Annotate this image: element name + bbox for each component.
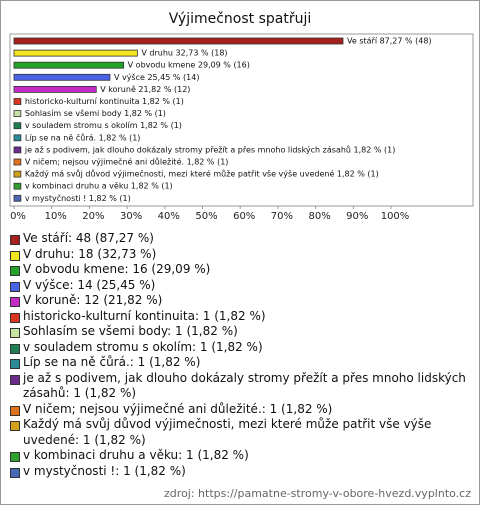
legend-label: v mystyčnosti !: 1 (1,82 %) — [23, 463, 186, 478]
data-label: Líp se na ně čůrá. 1,82 % (1) — [25, 132, 141, 142]
legend-swatch — [10, 250, 20, 261]
data-label: V obvodu kmene 29,09 % (16) — [128, 61, 250, 70]
legend-swatch — [10, 281, 20, 292]
legend-swatch — [10, 312, 20, 323]
legend-item: V ničem; nejsou výjimečné ani důležité.:… — [9, 402, 471, 418]
legend-item: Sohlasím se všemi body: 1 (1,82 %) — [9, 324, 471, 340]
x-tick-label: 70% — [271, 211, 293, 222]
bar — [13, 86, 97, 93]
legend-swatch — [10, 266, 20, 276]
legend-label: Líp se na ně čůrá.: 1 (1,82 %) — [23, 355, 201, 369]
data-label: V koruně 21,82 % (12) — [100, 85, 190, 94]
bar — [13, 146, 22, 154]
data-label: v souladem stromu s okolím 1,82 % (1) — [25, 121, 182, 130]
x-tick-label: 60% — [233, 211, 255, 222]
legend-item: historicko-kulturní kontinuita: 1 (1,82 … — [9, 309, 471, 325]
x-tick-label: 100% — [381, 211, 410, 222]
data-label: Každý má svůj důvod výjimečnosti, mezi k… — [25, 169, 379, 179]
legend-swatch — [10, 343, 20, 354]
data-label: V výšce 25,45 % (14) — [114, 72, 200, 82]
legend-item: Každý má svůj důvod výjimečnosti, mezi k… — [9, 417, 471, 448]
data-label: v mystyčnosti ! 1,82 % (1) — [25, 193, 131, 203]
data-label: Ve stáří 87,27 % (48) — [347, 37, 432, 46]
legend-label: V výšce: 14 (25,45 %) — [23, 277, 156, 292]
legend-label: V obvodu kmene: 16 (29,09 %) — [23, 262, 211, 276]
legend-item: v kombinaci druhu a věku: 1 (1,82 %) — [9, 448, 471, 464]
legend-item: v souladem stromu s okolím: 1 (1,82 %) — [9, 340, 471, 356]
x-tick-label: 50% — [195, 211, 217, 222]
bar — [13, 110, 22, 117]
bar — [13, 170, 22, 178]
legend-label: Každý má svůj důvod výjimečnosti, mezi k… — [23, 417, 432, 447]
legend-swatch — [10, 467, 20, 478]
bar — [13, 182, 22, 190]
legend-swatch — [10, 297, 20, 307]
legend-item: V druhu: 18 (32,73 %) — [9, 247, 471, 263]
legend: Ve stáří: 48 (87,27 %) V druhu: 18 (32,73… — [9, 231, 471, 479]
x-tick-label: 10% — [45, 211, 67, 222]
legend-label: Sohlasím se všemi body: 1 (1,82 %) — [23, 324, 238, 338]
bar — [13, 122, 22, 130]
bar — [13, 49, 138, 57]
legend-label: historicko-kulturní kontinuita: 1 (1,82 … — [23, 308, 266, 323]
legend-item: v mystyčnosti !: 1 (1,82 %) — [9, 464, 471, 480]
legend-item: V koruně: 12 (21,82 %) — [9, 293, 471, 309]
bar — [13, 73, 111, 81]
bar — [13, 37, 344, 45]
bar — [13, 61, 125, 69]
x-tick-label: 80% — [308, 211, 330, 222]
legend-swatch — [10, 452, 20, 462]
legend-swatch — [10, 359, 20, 369]
legend-label: Ve stáří: 48 (87,27 %) — [23, 231, 154, 245]
bar — [13, 134, 22, 142]
data-label: Sohlasím se všemi body 1,82 % (1) — [25, 108, 166, 118]
legend-item: V obvodu kmene: 16 (29,09 %) — [9, 262, 471, 278]
legend-swatch — [10, 421, 20, 431]
chart-title: Výjimečnost spatřuji — [169, 11, 312, 27]
legend-label: je až s podivem, jak dlouho dokázaly str… — [23, 370, 466, 401]
bar — [13, 158, 22, 166]
x-tick-label: 90% — [346, 211, 368, 222]
data-label: v kombinaci druhu a věku 1,82 % (1) — [25, 182, 173, 191]
data-label: V druhu 32,73 % (18) — [141, 49, 227, 58]
x-tick-label: 0% — [10, 211, 26, 222]
legend-swatch — [10, 374, 20, 385]
legend-label: V koruně: 12 (21,82 %) — [23, 293, 163, 307]
data-label: je až s podivem, jak dlouho dokázaly str… — [24, 144, 396, 154]
legend-label: V ničem; nejsou výjimečné ani důležité.:… — [23, 401, 333, 416]
chart: Výjimečnost spatřuji 0% 10% 20% 30% 40% 50% 60… — [9, 11, 474, 222]
legend-item: Ve stáří: 48 (87,27 %) — [9, 231, 471, 247]
legend-label: V druhu: 18 (32,73 %) — [23, 246, 157, 261]
data-label: V ničem; nejsou výjimečné ani důležité. … — [25, 157, 229, 167]
x-tick-label: 30% — [120, 211, 142, 222]
legend-item: Líp se na ně čůrá.: 1 (1,82 %) — [9, 355, 471, 371]
legend-swatch — [10, 405, 20, 416]
legend-item: V výšce: 14 (25,45 %) — [9, 278, 471, 294]
legend-label: v souladem stromu s okolím: 1 (1,82 %) — [23, 339, 263, 354]
legend-item: je až s podivem, jak dlouho dokázaly str… — [9, 371, 471, 402]
bar — [13, 98, 22, 105]
x-tick-label: 40% — [158, 211, 180, 222]
source: zdroj: https://pamatne-stromy-v-obore-hv… — [164, 487, 471, 500]
data-label: historicko-kulturní kontinuita 1,82 % (1… — [25, 97, 184, 106]
legend-label: v kombinaci druhu a věku: 1 (1,82 %) — [23, 448, 249, 462]
legend-swatch — [10, 328, 20, 338]
bar — [13, 194, 22, 202]
x-tick-label: 20% — [82, 211, 104, 222]
legend-swatch — [10, 235, 20, 245]
